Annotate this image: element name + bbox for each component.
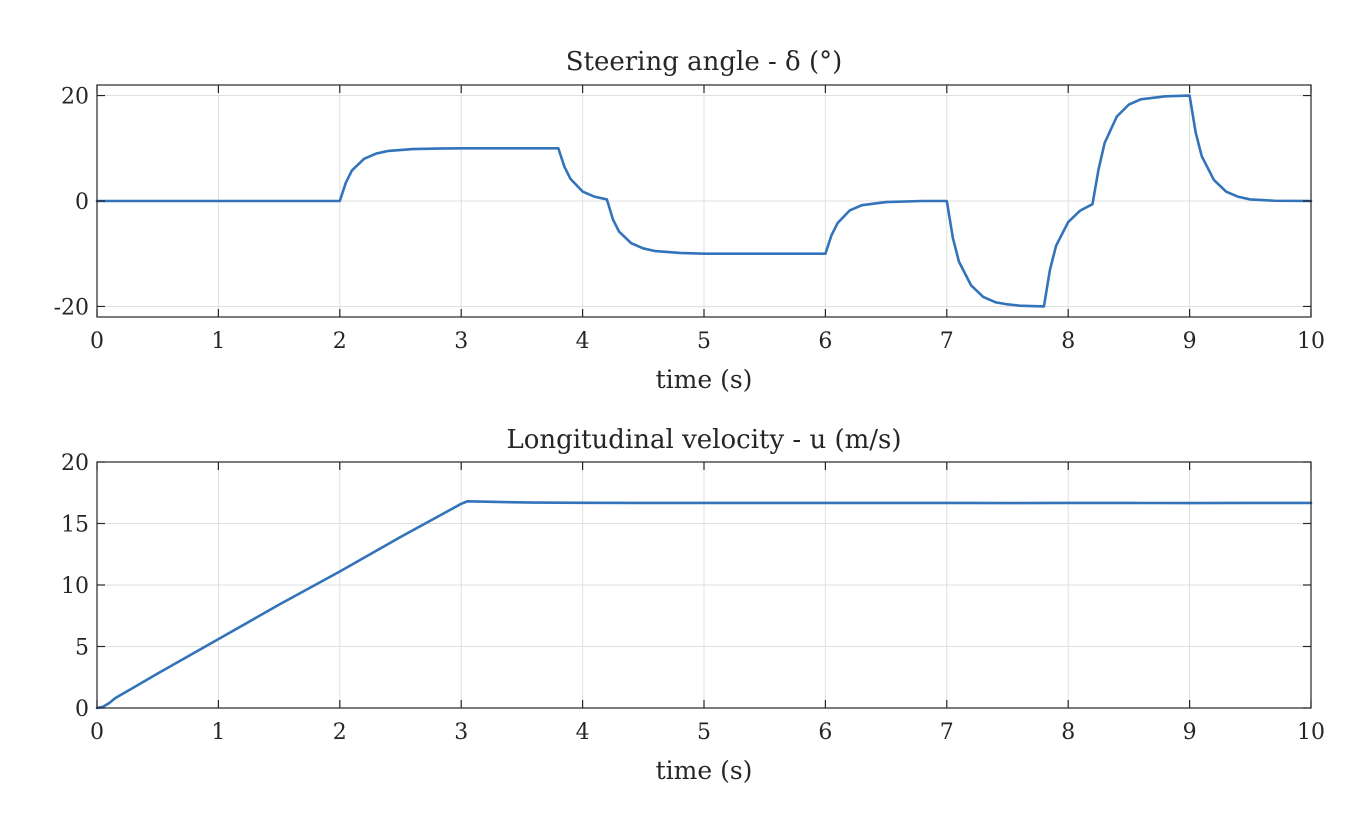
x-tick-label-steering-angle: 0 — [90, 329, 104, 354]
y-tick-label-longitudinal-velocity: 0 — [75, 697, 89, 722]
x-tick-label-longitudinal-velocity: 8 — [1061, 720, 1075, 745]
x-tick-label-longitudinal-velocity: 4 — [576, 720, 590, 745]
series-group-steering-angle — [95, 94, 1313, 308]
x-tick-label-steering-angle: 7 — [940, 329, 954, 354]
x-tick-label-longitudinal-velocity: 7 — [940, 720, 954, 745]
y-tick-label-steering-angle: -20 — [54, 295, 89, 320]
x-tick-label-steering-angle: 9 — [1183, 329, 1197, 354]
y-tick-label-longitudinal-velocity: 20 — [61, 451, 89, 476]
subplot-steering-angle: Steering angle - δ (°) 0 1 2 3 4 5 6 7 8 9 10-2002… — [54, 47, 1325, 394]
series-line-steering-angle — [95, 94, 1313, 308]
x-tick-label-longitudinal-velocity: 0 — [90, 720, 104, 745]
x-tick-label-longitudinal-velocity: 10 — [1297, 720, 1325, 745]
y-tick-label-longitudinal-velocity: 15 — [61, 513, 89, 538]
y-tick-label-longitudinal-velocity: 5 — [75, 636, 89, 661]
x-axis-label-steering-angle: time (s) — [656, 365, 753, 394]
ticks-longitudinal-velocity: 0 1 2 3 4 5 6 7 8 9 10 0 5 10 15 20 — [61, 451, 1325, 745]
x-tick-label-longitudinal-velocity: 3 — [454, 720, 468, 745]
x-tick-label-steering-angle: 4 — [576, 329, 590, 354]
x-tick-label-steering-angle: 8 — [1061, 329, 1075, 354]
x-tick-label-longitudinal-velocity: 5 — [697, 720, 711, 745]
y-tick-label-longitudinal-velocity: 10 — [61, 574, 89, 599]
x-tick-label-steering-angle: 3 — [454, 329, 468, 354]
subplot-longitudinal-velocity: Longitudinal velocity - u (m/s) 0 1 2 3 4 5 6 7… — [61, 425, 1325, 785]
chart-title-steering-angle: Steering angle - δ (°) — [566, 47, 843, 77]
x-axis-label-longitudinal-velocity: time (s) — [656, 756, 753, 785]
x-tick-label-longitudinal-velocity: 1 — [211, 720, 225, 745]
y-tick-label-steering-angle: 0 — [75, 190, 89, 215]
x-tick-label-longitudinal-velocity: 6 — [818, 720, 832, 745]
x-tick-label-steering-angle: 6 — [818, 329, 832, 354]
series-group-longitudinal-velocity — [95, 500, 1313, 710]
chart-title-longitudinal-velocity: Longitudinal velocity - u (m/s) — [506, 425, 901, 455]
x-tick-label-steering-angle: 5 — [697, 329, 711, 354]
x-tick-label-steering-angle: 1 — [211, 329, 225, 354]
x-tick-label-steering-angle: 2 — [333, 329, 347, 354]
x-tick-label-longitudinal-velocity: 9 — [1183, 720, 1197, 745]
series-line-longitudinal-velocity — [95, 500, 1313, 710]
y-tick-label-steering-angle: 20 — [61, 85, 89, 110]
x-tick-label-longitudinal-velocity: 2 — [333, 720, 347, 745]
x-tick-label-steering-angle: 10 — [1297, 329, 1325, 354]
